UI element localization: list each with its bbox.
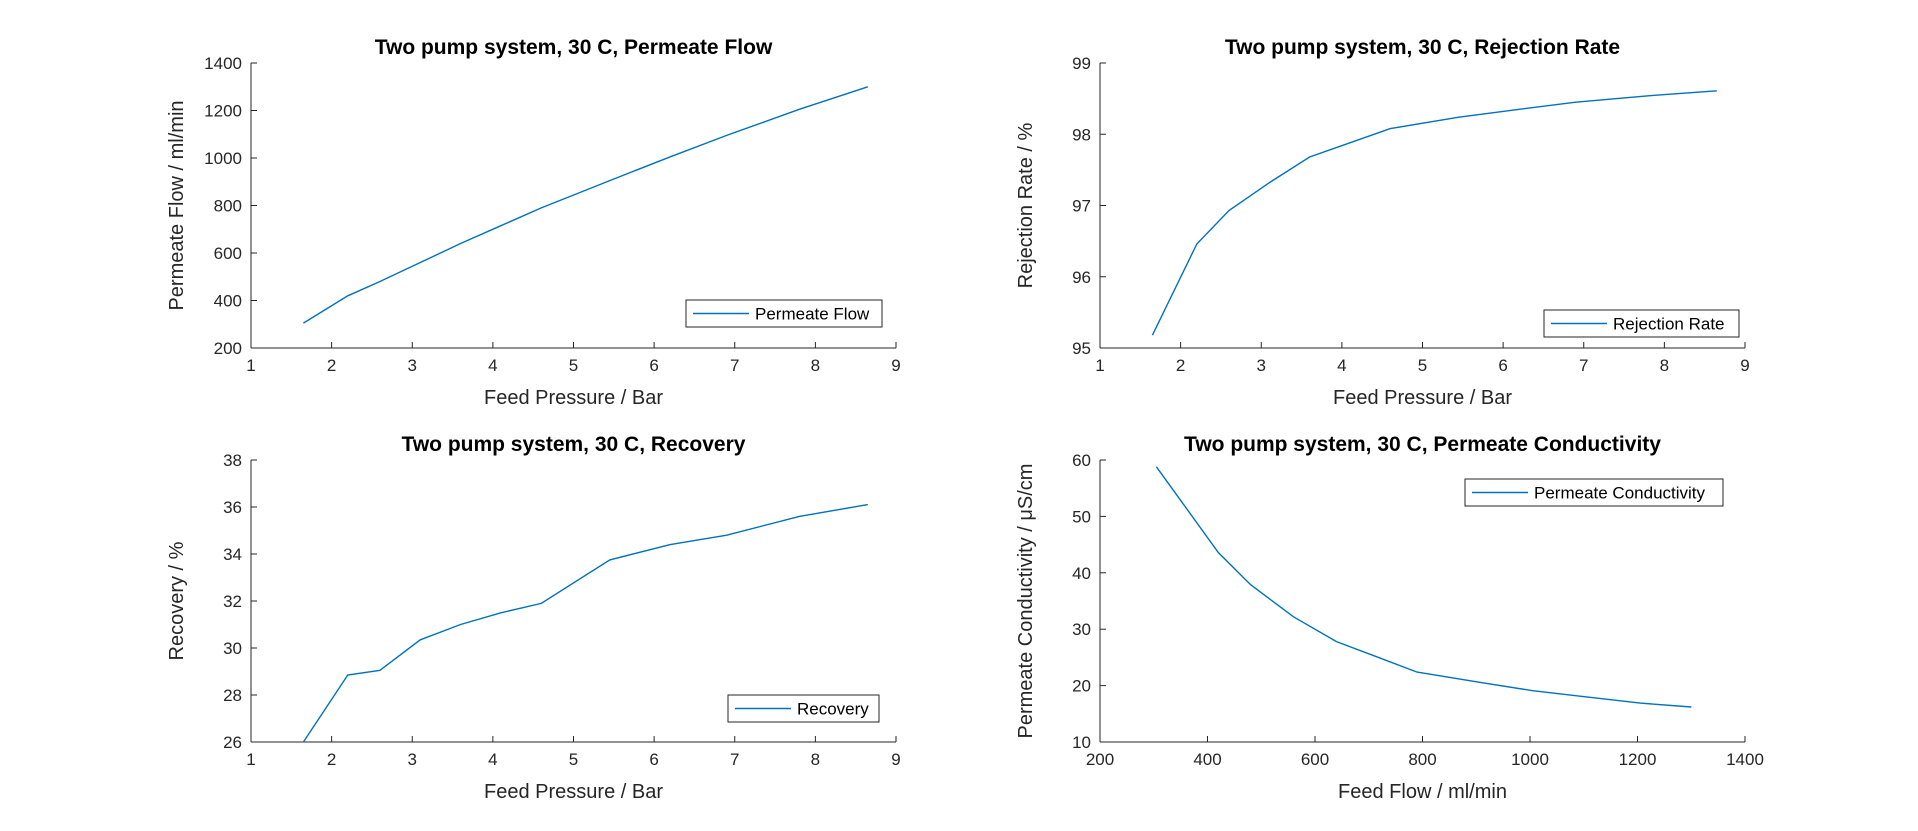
x-tick-label: 9 xyxy=(891,356,900,375)
y-tick-label: 1200 xyxy=(204,102,242,121)
y-tick-label: 32 xyxy=(223,592,242,611)
x-tick-label: 5 xyxy=(569,356,578,375)
x-tick-label: 6 xyxy=(649,356,658,375)
y-axis-label: Rejection Rate / % xyxy=(1015,122,1037,288)
x-tick-label: 800 xyxy=(1408,750,1436,769)
x-tick-label: 6 xyxy=(1498,356,1507,375)
series-line-1 xyxy=(1155,466,1692,708)
y-tick-label: 10 xyxy=(1072,733,1091,752)
y-tick-label: 40 xyxy=(1072,564,1091,583)
x-tick-label: 400 xyxy=(1193,750,1221,769)
x-tick-label: 3 xyxy=(1257,356,1266,375)
x-tick-label: 4 xyxy=(488,356,497,375)
y-tick-label: 34 xyxy=(223,545,242,564)
x-tick-label: 8 xyxy=(811,750,820,769)
x-tick-label: 3 xyxy=(408,356,417,375)
y-tick-label: 1000 xyxy=(204,149,242,168)
x-tick-label: 3 xyxy=(408,750,417,769)
y-tick-label: 98 xyxy=(1072,125,1091,144)
x-axis-label: Feed Pressure / Bar xyxy=(484,387,663,409)
chart-title: Two pump system, 30 C, Permeate Conducti… xyxy=(1184,433,1661,456)
y-axis-label: Permeate Flow / ml/min xyxy=(166,100,188,310)
y-tick-label: 800 xyxy=(214,197,242,216)
x-axis-label: Feed Flow / ml/min xyxy=(1338,781,1507,803)
legend-label: Rejection Rate xyxy=(1613,315,1725,334)
x-tick-label: 600 xyxy=(1301,750,1329,769)
y-tick-label: 30 xyxy=(223,639,242,658)
legend-label: Permeate Conductivity xyxy=(1534,484,1706,503)
y-tick-label: 38 xyxy=(223,451,242,470)
y-tick-label: 97 xyxy=(1072,197,1091,216)
x-tick-label: 8 xyxy=(1660,356,1669,375)
chart-rejection-rate: Two pump system, 30 C, Rejection Rate 1 2 3… xyxy=(1015,36,1750,409)
chart-title: Two pump system, 30 C, Permeate Flow xyxy=(375,36,773,59)
legend-label: Recovery xyxy=(797,700,869,719)
x-tick-label: 1400 xyxy=(1726,750,1764,769)
y-axis-label: Recovery / % xyxy=(166,541,188,660)
legend-box xyxy=(685,299,883,328)
x-tick-label: 200 xyxy=(1086,750,1114,769)
x-tick-label: 2 xyxy=(327,750,336,769)
x-tick-label: 1 xyxy=(246,750,255,769)
y-tick-label: 1400 xyxy=(204,54,242,73)
x-tick-label: 9 xyxy=(1740,356,1749,375)
x-axis-label: Feed Pressure / Bar xyxy=(1333,387,1512,409)
y-tick-label: 96 xyxy=(1072,268,1091,287)
series-line-1 xyxy=(302,503,868,743)
x-tick-label: 6 xyxy=(649,750,658,769)
x-tick-label: 1 xyxy=(246,356,255,375)
chart-permeate-flow: Two pump system, 30 C, Permeate Flow 1 2 3 4… xyxy=(166,36,901,409)
y-tick-label: 50 xyxy=(1072,507,1091,526)
x-tick-label: 4 xyxy=(1337,356,1346,375)
y-tick-label: 600 xyxy=(214,244,242,263)
y-tick-label: 26 xyxy=(223,733,242,752)
series-line-1 xyxy=(1151,90,1717,336)
x-tick-label: 1 xyxy=(1095,356,1104,375)
y-axis-label: Permeate Conductivity / μS/cm xyxy=(1015,464,1037,739)
x-tick-label: 7 xyxy=(1579,356,1588,375)
x-tick-label: 9 xyxy=(891,750,900,769)
y-tick-label: 60 xyxy=(1072,451,1091,470)
chart-permeate-conductivity: Two pump system, 30 C, Permeate Conducti… xyxy=(1015,433,1764,803)
y-tick-label: 99 xyxy=(1072,54,1091,73)
chart-title: Two pump system, 30 C, Rejection Rate xyxy=(1225,36,1620,59)
x-tick-label: 7 xyxy=(730,356,739,375)
y-tick-label: 200 xyxy=(214,339,242,358)
y-tick-label: 36 xyxy=(223,498,242,517)
legend-label: Permeate Flow xyxy=(755,305,870,324)
x-tick-label: 2 xyxy=(1176,356,1185,375)
x-tick-label: 1200 xyxy=(1619,750,1657,769)
y-tick-label: 400 xyxy=(214,292,242,311)
series-line-1 xyxy=(303,86,869,324)
chart-title: Two pump system, 30 C, Recovery xyxy=(402,433,746,456)
x-tick-label: 5 xyxy=(569,750,578,769)
y-tick-label: 28 xyxy=(223,686,242,705)
y-tick-label: 30 xyxy=(1072,620,1091,639)
x-tick-label: 2 xyxy=(327,356,336,375)
y-tick-label: 95 xyxy=(1072,339,1091,358)
x-tick-label: 5 xyxy=(1418,356,1427,375)
x-tick-label: 8 xyxy=(811,356,820,375)
x-tick-label: 7 xyxy=(730,750,739,769)
x-axis-label: Feed Pressure / Bar xyxy=(484,781,663,803)
y-tick-label: 20 xyxy=(1072,677,1091,696)
x-tick-label: 1000 xyxy=(1511,750,1549,769)
x-tick-label: 4 xyxy=(488,750,497,769)
